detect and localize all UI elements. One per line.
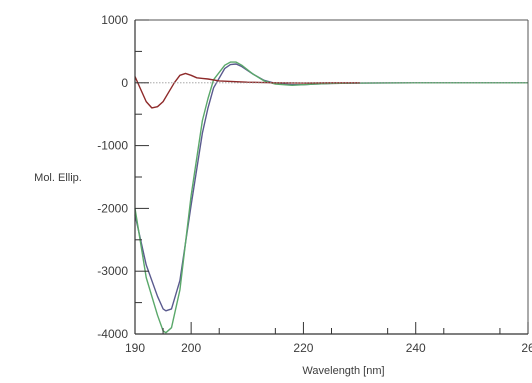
y-tick-label: -3000	[97, 264, 128, 278]
x-tick-label: 240	[406, 341, 426, 355]
x-tick-label: 26	[521, 341, 532, 355]
y-tick-label: -1000	[97, 139, 128, 153]
plot-area	[134, 61, 528, 334]
x-tick-label: 200	[181, 341, 201, 355]
series-line-1	[134, 63, 528, 312]
x-axis-title: Wavelength [nm]	[302, 365, 384, 377]
y-tick-label: -2000	[97, 201, 128, 215]
x-tick-label: 220	[293, 341, 313, 355]
series-line-3	[134, 72, 360, 109]
y-tick-label: -4000	[97, 327, 128, 341]
y-axis-title: Mol. Ellip.	[34, 172, 82, 184]
x-tick-label: 190	[125, 341, 145, 355]
series-line-2	[134, 61, 528, 334]
y-tick-label: 0	[121, 76, 128, 90]
y-tick-label: 1000	[101, 13, 128, 27]
